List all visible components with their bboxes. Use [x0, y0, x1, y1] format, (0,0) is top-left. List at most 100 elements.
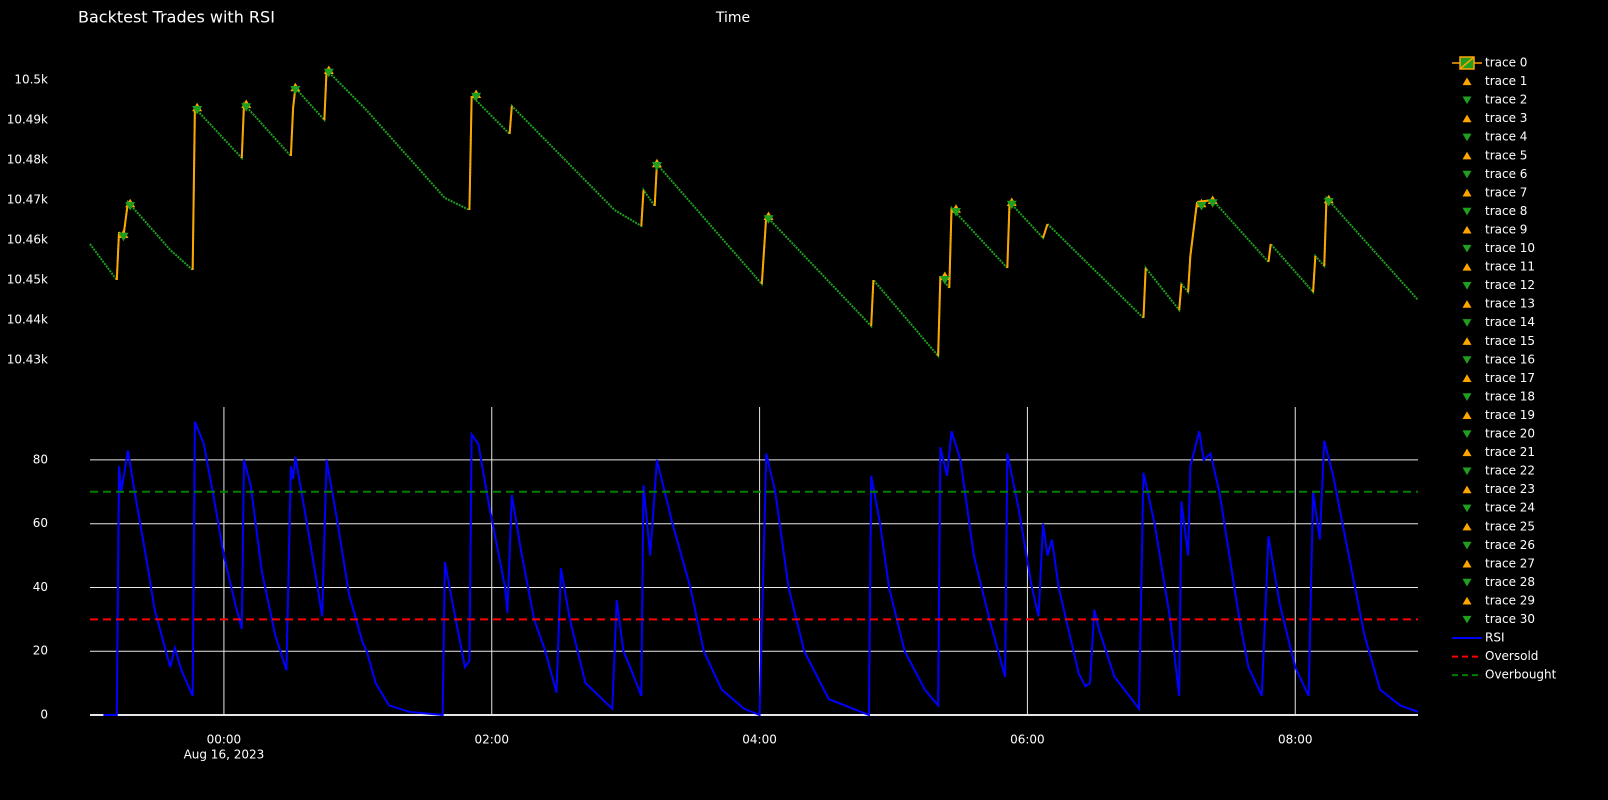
price-rise: [191, 107, 196, 271]
legend-label: trace 6: [1485, 167, 1527, 181]
legend-label: trace 15: [1485, 334, 1535, 348]
legend-label: Overbought: [1485, 668, 1557, 682]
legend-symbol: [1462, 448, 1472, 457]
legend-label: trace 3: [1485, 111, 1527, 125]
price-rise: [1042, 223, 1049, 239]
legend-label: trace 21: [1485, 445, 1535, 459]
trade-marker: [471, 92, 482, 102]
price-rise: [1323, 197, 1328, 267]
x-tick-label: 02:00: [474, 733, 509, 747]
legend-label: trace 23: [1485, 482, 1535, 496]
trade-marker: [1006, 200, 1017, 210]
legend-label: trace 17: [1485, 371, 1535, 385]
legend-symbol: [1462, 188, 1472, 197]
legend-label: trace 24: [1485, 501, 1535, 515]
x-tick-date-label: Aug 16, 2023: [184, 748, 265, 762]
legend-symbol: [1462, 393, 1472, 401]
price-rise: [640, 189, 645, 227]
legend-symbol: [1462, 615, 1472, 624]
y-tick-label: 0: [40, 708, 48, 722]
x-tick-label: 00:00: [207, 733, 242, 747]
y-tick-label: 10.48k: [7, 153, 48, 167]
legend-symbol: [1462, 263, 1472, 271]
legend-label: trace 28: [1485, 575, 1535, 589]
legend-label: RSI: [1485, 631, 1505, 645]
price-rise: [1187, 255, 1192, 293]
legend-label: trace 29: [1485, 593, 1535, 607]
price-line: [89, 67, 1419, 359]
legend-label: trace 7: [1485, 185, 1527, 199]
legend-symbol: [1462, 596, 1472, 605]
trade-marker: [323, 68, 334, 78]
price-rise: [122, 201, 129, 237]
legend-symbol: [1462, 374, 1472, 382]
legend-label: trace 19: [1485, 408, 1535, 422]
legend-symbol: [1462, 151, 1472, 160]
legend-label: trace 25: [1485, 519, 1535, 533]
price-rise: [1267, 243, 1272, 263]
legend-label: trace 14: [1485, 315, 1535, 329]
x-tick-label: 06:00: [1010, 733, 1045, 747]
x-tick-label: 08:00: [1278, 733, 1313, 747]
y-tick-label: 10.44k: [7, 313, 48, 327]
legend-symbol: [1462, 541, 1472, 550]
legend-symbol: [1462, 485, 1472, 494]
legend-label: trace 2: [1485, 93, 1527, 107]
trade-marker: [763, 215, 774, 224]
legend-symbol: [1462, 207, 1472, 216]
legend-symbol: [1462, 170, 1472, 179]
legend-symbol: [1462, 96, 1472, 105]
legend-symbol: [1462, 319, 1472, 327]
y-tick-label: 10.46k: [7, 233, 48, 247]
y-tick-label: 20: [33, 644, 48, 658]
y-tick-label: 80: [33, 452, 48, 466]
legend-symbol: [1459, 56, 1475, 70]
price-rise: [1142, 267, 1147, 319]
legend-symbol: [1462, 244, 1472, 253]
trade-marker: [192, 106, 203, 115]
legend-symbol: [1462, 356, 1472, 364]
trade-marker: [1207, 199, 1218, 208]
price-rise: [870, 279, 875, 327]
legend-symbol: [1462, 114, 1472, 123]
trade-marker: [1196, 202, 1207, 211]
trade-marker: [118, 232, 129, 242]
price-rise: [1178, 283, 1183, 311]
trade-marker: [125, 202, 136, 211]
price-rise: [937, 275, 942, 357]
price-rise: [240, 103, 246, 159]
y-tick-label: 40: [33, 580, 48, 594]
legend-label: trace 26: [1485, 538, 1535, 552]
legend-label: trace 22: [1485, 464, 1535, 478]
price-rise: [289, 107, 295, 157]
price-rise: [1189, 201, 1199, 257]
price-rise: [760, 215, 768, 285]
legend-label: Oversold: [1485, 649, 1538, 663]
price-rise: [1006, 201, 1011, 269]
trade-marker: [950, 208, 961, 217]
y-tick-label: 60: [33, 516, 48, 530]
trade-marker: [1323, 198, 1334, 207]
legend-label: trace 20: [1485, 427, 1535, 441]
legend-label: trace 18: [1485, 389, 1535, 403]
chart-title: Backtest Trades with RSI: [78, 8, 275, 27]
y-tick-label: 10.49k: [7, 113, 48, 127]
legend-symbol: [1462, 559, 1472, 568]
legend-label: trace 8: [1485, 204, 1527, 218]
legend-label: trace 1: [1485, 74, 1527, 88]
legend-label: trace 12: [1485, 278, 1535, 292]
price-rise: [468, 95, 473, 211]
legend-label: trace 16: [1485, 352, 1535, 366]
legend-symbol: [1462, 522, 1472, 531]
price-rise: [653, 163, 658, 207]
y-tick-label: 10.45k: [7, 273, 48, 287]
trade-marker: [290, 86, 301, 95]
legend-symbol: [1462, 578, 1472, 587]
legend-symbol: [1462, 467, 1472, 476]
legend-symbol: [1462, 504, 1472, 513]
legend-label: trace 11: [1485, 260, 1535, 274]
legend-symbol: [1462, 77, 1472, 86]
y-tick-label: 10.5k: [14, 73, 48, 87]
price-rise: [1312, 255, 1317, 293]
